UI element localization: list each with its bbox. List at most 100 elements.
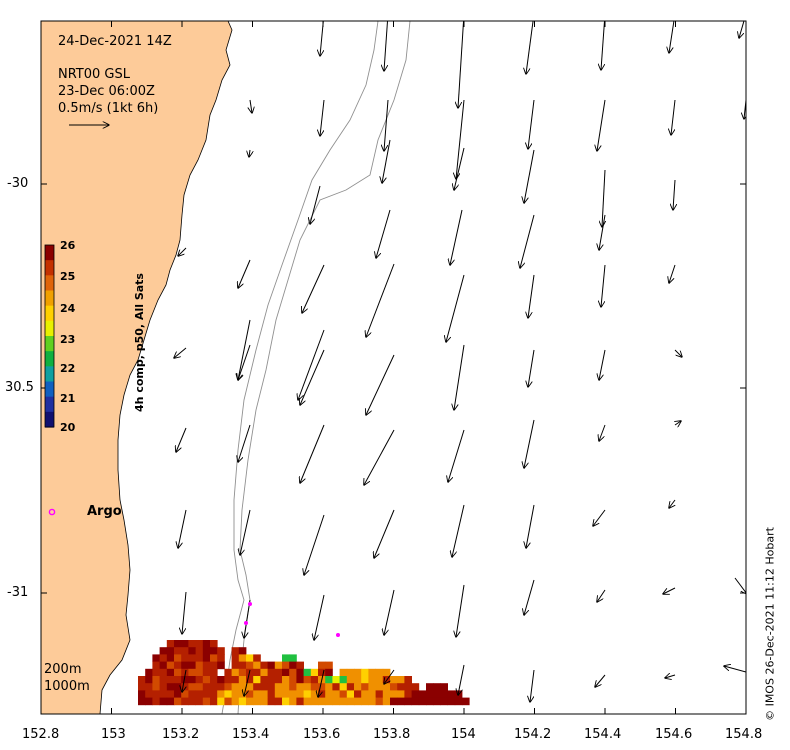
sst-pixel [202,697,211,706]
sst-pixel [267,697,276,706]
current-vector [739,21,745,38]
sst-pixel [274,690,283,698]
current-vector [384,99,389,151]
sst-pixel [152,668,160,677]
sst-pixel [188,661,196,670]
sst-pixel [296,661,304,670]
sst-pixel [174,697,182,706]
sst-pixel [188,683,196,691]
sst-pixel [231,668,240,677]
sst-pixel [159,668,168,677]
sst-pixel [282,683,290,691]
sst-pixel [447,690,456,698]
sst-pixel [159,676,168,684]
current-vector [384,21,389,71]
sst-pixel [382,683,391,691]
colorbar-tick: 22 [60,362,76,375]
sst-pixel [224,697,232,706]
sst-pixel [159,647,168,655]
sst-pixel [174,647,182,655]
sst-pixel [426,697,434,706]
sst-pixel [202,676,211,684]
sst-pixel [166,654,175,662]
sst-pixel [224,690,232,698]
sst-pixel [217,690,225,698]
colorbar-swatch [45,396,54,413]
current-vector [176,427,187,452]
colorbar-swatch [45,366,54,383]
sst-pixel [202,647,211,655]
sst-pixel [361,697,369,706]
sst-pixel [188,676,196,684]
sst-pixel [339,690,348,698]
sst-pixel [238,697,247,706]
sst-pixel [166,647,175,655]
current-vector [675,421,681,425]
sst-pixel [303,690,312,698]
sst-pixel [195,668,204,677]
sst-pixel [202,640,211,648]
current-vector [595,674,606,687]
sst-pixel [195,654,204,662]
x-tick-label: 153.6 [303,727,341,742]
sst-pixel [296,683,304,691]
sst-pixel [397,683,405,691]
current-vector [526,21,534,74]
sst-pixel [325,676,333,684]
sst-pixel [318,697,326,706]
sst-pixel [375,690,384,698]
current-vector [384,669,395,684]
sst-pixel [368,683,376,691]
colorbar-swatch [45,320,54,337]
sst-pixel [368,668,376,677]
current-vector [376,209,391,258]
current-vector [300,424,325,483]
sst-pixel [181,654,189,662]
sst-pixel [152,683,160,691]
sst-pixel [267,676,276,684]
sst-pixel [310,690,319,698]
x-tick-label: 154.2 [514,727,552,742]
current-vector [448,429,465,482]
sst-pixel [267,690,276,698]
sst-pixel [296,690,304,698]
colorbar-swatch [45,381,54,398]
sst-pixel [159,661,168,670]
current-vector [374,509,395,558]
sst-pixel [411,697,420,706]
sst-pixel [361,676,369,684]
sst-pixel [289,661,297,670]
sst-pixel [246,683,254,691]
sst-pixel [217,676,225,684]
current-vector [724,666,746,673]
current-vector [238,344,251,380]
current-vector [526,504,535,548]
sst-pixel [289,697,297,706]
current-vector [671,99,676,135]
sst-pixel [260,683,268,691]
colorbar-swatch [45,411,54,428]
model-time: 23-Dec 06:00Z [58,84,155,99]
sst-pixel [260,668,268,677]
current-vector [178,247,187,256]
sst-pixel [238,683,247,691]
sst-pixel [368,676,376,684]
sst-pixel [181,697,189,706]
sst-pixel [310,683,319,691]
sst-pixel [152,661,160,670]
sst-pixel [231,676,240,684]
sst-pixel [181,668,189,677]
sst-pixel [246,676,254,684]
sst-pixel [433,690,441,698]
current-vector [601,264,606,307]
sst-pixel [426,690,434,698]
sst-pixel [188,668,196,677]
sst-pixel [397,676,405,684]
sst-pixel [246,697,254,706]
current-vector [298,329,325,400]
colorbar [44,244,55,428]
sst-pixel [390,676,398,684]
sst-pixel [195,640,204,648]
current-vector [240,509,251,555]
current-vector [674,349,682,357]
